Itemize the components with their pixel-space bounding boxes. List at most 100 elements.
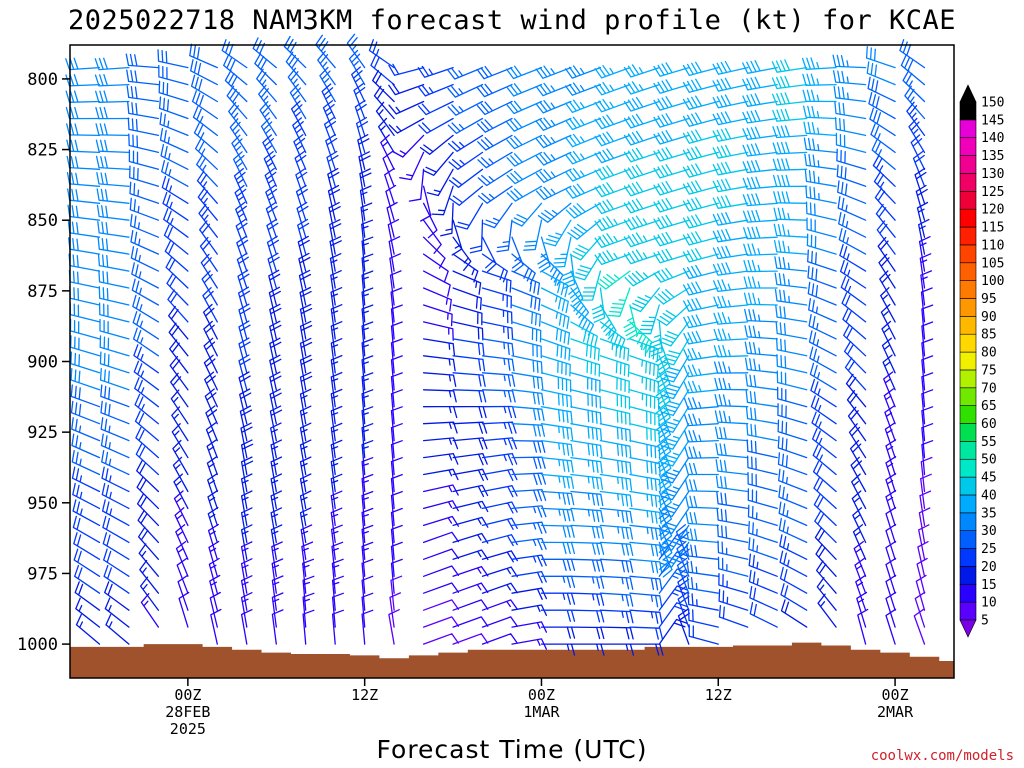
wind-barb [599, 321, 626, 351]
wind-barb [67, 220, 101, 238]
credit-text: coolwx.com/models [871, 748, 1014, 764]
wind-barb [653, 197, 690, 213]
colorbar-label: 100 [981, 274, 1004, 289]
wind-barb [565, 183, 602, 199]
wind-barb [879, 270, 896, 306]
wind-barb [686, 544, 719, 560]
wind-barb [190, 74, 218, 103]
wind-barb [75, 597, 101, 628]
wind-barb [96, 172, 130, 187]
wind-barb [682, 264, 719, 280]
wind-barb [808, 297, 837, 323]
wind-barb [408, 168, 425, 202]
wind-barb [134, 393, 160, 425]
wind-barb [481, 304, 513, 325]
wind-barb [157, 49, 189, 69]
wind-barb [452, 616, 489, 628]
wind-barb [540, 355, 571, 377]
wind-barb [742, 176, 778, 190]
wind-barb [656, 406, 672, 443]
wind-barb [836, 164, 867, 187]
wind-barb [506, 168, 543, 185]
wind-barb [920, 287, 933, 323]
wind-barb [523, 219, 543, 251]
colorbar-label: 60 [981, 417, 997, 432]
wind-barb [772, 158, 808, 171]
wind-barb [319, 66, 336, 103]
wind-barb [865, 46, 896, 69]
wind-barb [422, 202, 438, 239]
wind-barb [69, 286, 101, 306]
wind-barb [240, 524, 253, 560]
wind-barb [361, 575, 374, 611]
wind-barb [661, 439, 690, 467]
wind-barb [776, 354, 808, 374]
wind-barb [658, 585, 689, 611]
wind-barb [885, 608, 897, 645]
wind-barb [330, 270, 342, 306]
wind-barb [777, 435, 808, 459]
wind-barb [73, 548, 101, 577]
wind-barb [481, 566, 518, 578]
wind-barb [302, 558, 315, 594]
wind-barb [852, 524, 867, 560]
wind-barb [158, 80, 189, 103]
wind-barb [570, 558, 605, 572]
wind-barb [742, 193, 778, 207]
wind-barb [511, 270, 541, 296]
wind-barb [777, 403, 808, 425]
wind-barb [172, 439, 189, 476]
wind-barb [771, 59, 808, 73]
wind-barb [629, 473, 662, 492]
wind-barb [361, 338, 374, 374]
wind-barb [477, 151, 513, 169]
wind-barb [101, 466, 130, 493]
wind-barb [191, 90, 218, 120]
colorbar-label: 40 [981, 488, 997, 503]
wind-barb [298, 269, 312, 306]
wind-barb [483, 202, 513, 229]
wind-barb [623, 81, 660, 95]
wind-barb [129, 165, 160, 187]
wind-barb [361, 304, 374, 340]
wind-barb [565, 133, 602, 148]
wind-barb [231, 134, 248, 170]
wind-barb [715, 459, 749, 476]
wind-barb [422, 338, 456, 356]
wind-barb [629, 423, 661, 443]
wind-barb [629, 338, 659, 361]
wind-barb [97, 237, 130, 255]
wind-barb [682, 95, 719, 110]
wind-barb [771, 75, 808, 90]
wind-barb [361, 287, 374, 323]
wind-barb [481, 534, 518, 547]
wind-barb [163, 208, 189, 238]
wind-barb [623, 147, 660, 163]
wind-barb [511, 253, 536, 285]
wind-barb [165, 256, 189, 289]
wind-barb [390, 473, 403, 510]
wind-barb [330, 304, 343, 340]
wind-barb [777, 419, 808, 442]
wind-barb [660, 507, 690, 534]
wind-barb [262, 134, 277, 170]
colorbar-label: 35 [981, 506, 997, 521]
colorbar-segment [959, 119, 977, 139]
wind-barb [540, 439, 574, 457]
wind-barb [658, 602, 689, 628]
wind-barb [540, 338, 571, 361]
wind-barb [847, 406, 867, 442]
wind-barb [777, 452, 808, 476]
wind-barb [330, 371, 343, 408]
wind-barb [921, 355, 934, 391]
wind-barb [772, 108, 808, 122]
wind-barb [535, 117, 572, 131]
wind-barb [99, 351, 130, 374]
wind-barb [594, 98, 631, 113]
wind-barb [481, 452, 518, 466]
y-tick-label: 825 [27, 141, 58, 161]
wind-barb [361, 219, 374, 255]
wind-barb [745, 373, 778, 391]
wind-barb [599, 490, 633, 508]
wind-barb [65, 106, 101, 120]
